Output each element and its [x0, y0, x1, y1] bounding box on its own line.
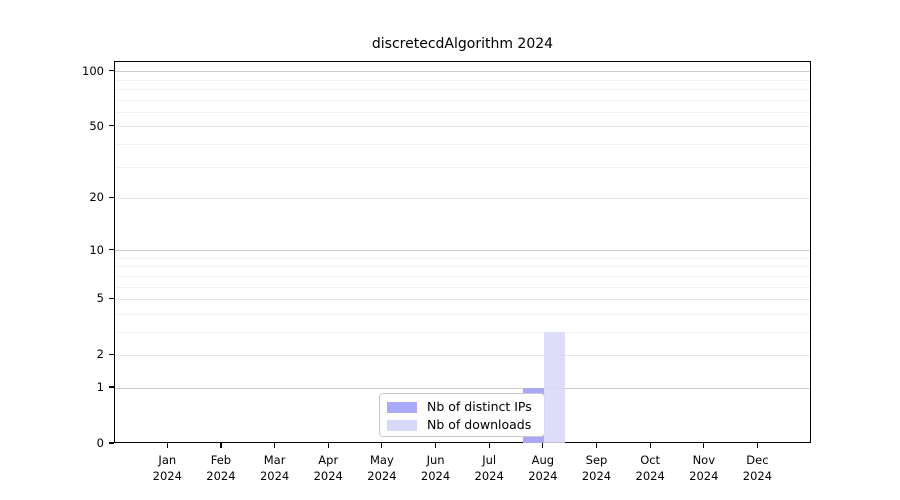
gridline-1 [115, 387, 810, 389]
x-tick-mark [327, 443, 329, 448]
y-tick-mark [109, 248, 114, 251]
bar-downloads-aug [543, 332, 565, 443]
x-tick-mark [595, 443, 598, 448]
y-tick-mark [109, 442, 114, 444]
x-tick-mark [649, 443, 651, 448]
gridline-60 [115, 111, 810, 113]
bars-downloads-layer [115, 62, 810, 443]
x-tick-mark [274, 443, 276, 448]
y-tick-label: 5 [96, 291, 104, 306]
x-tick-label-apr: Apr 2024 [313, 453, 343, 483]
x-tick-mark [756, 443, 759, 448]
legend-label: Nb of distinct IPs [427, 399, 532, 414]
chart-title: discretecdAlgorithm 2024 [371, 36, 554, 52]
x-tick-label-oct: Oct 2024 [635, 453, 665, 483]
gridline-7 [115, 275, 810, 277]
y-tick-label: 50 [89, 118, 104, 133]
y-tick-label: 10 [89, 242, 104, 257]
gridline-8 [115, 266, 810, 268]
gridline-40 [115, 143, 810, 145]
x-tick-label-may: May 2024 [367, 453, 397, 483]
legend-entry: Nb of distinct IPs [387, 398, 536, 416]
y-tick-label: 100 [82, 63, 104, 78]
legend-swatch [387, 419, 417, 431]
legend-label: Nb of downloads [427, 417, 532, 432]
x-tick-mark [220, 443, 222, 448]
x-tick-label-jul: Jul 2024 [474, 453, 504, 483]
gridline-4 [115, 313, 810, 315]
y-tick-mark [109, 196, 114, 199]
y-tick-label: 0 [96, 436, 104, 450]
x-tick-label-jan: Jan 2024 [152, 453, 182, 483]
x-tick-label-jun: Jun 2024 [420, 453, 451, 483]
gridline-80 [115, 89, 810, 91]
x-tick-mark [703, 443, 705, 448]
gridline-9 [115, 257, 810, 259]
gridline-100 [115, 71, 810, 73]
gridline-90 [115, 79, 810, 81]
gridline-30 [115, 166, 810, 168]
gridline-70 [115, 99, 810, 101]
x-tick-mark [166, 443, 168, 448]
y-tick-label: 1 [96, 380, 104, 395]
x-tick-label-mar: Mar 2024 [259, 453, 290, 483]
y-tick-mark [109, 386, 114, 388]
gridline-50 [115, 126, 810, 128]
x-tick-mark [381, 443, 383, 448]
plot-area [114, 61, 811, 443]
y-tick-mark [109, 353, 114, 355]
y-tick-label: 2 [96, 347, 104, 362]
legend-entry: Nb of downloads [387, 416, 536, 434]
x-tick-mark [488, 443, 490, 448]
x-tick-label-nov: Nov 2024 [689, 453, 719, 483]
legend-swatch [387, 401, 417, 413]
y-tick-label: 20 [89, 190, 104, 205]
gridline-6 [115, 286, 810, 288]
gridline-5 [115, 298, 810, 300]
gridline-3 [115, 331, 810, 333]
legend: Nb of distinct IPs Nb of downloads [379, 393, 545, 437]
y-tick-mark [109, 297, 114, 300]
x-tick-label-sep: Sep 2024 [581, 453, 612, 483]
y-tick-mark [109, 70, 114, 72]
x-tick-label-aug: Aug 2024 [528, 453, 558, 483]
x-tick-mark [434, 443, 437, 448]
x-tick-mark [542, 443, 544, 448]
gridline-10 [115, 250, 810, 252]
gridline-2 [115, 354, 810, 356]
x-tick-label-dec: Dec 2024 [742, 453, 773, 483]
x-tick-label-feb: Feb 2024 [206, 453, 236, 483]
y-tick-mark [109, 125, 114, 127]
gridline-20 [115, 197, 810, 199]
